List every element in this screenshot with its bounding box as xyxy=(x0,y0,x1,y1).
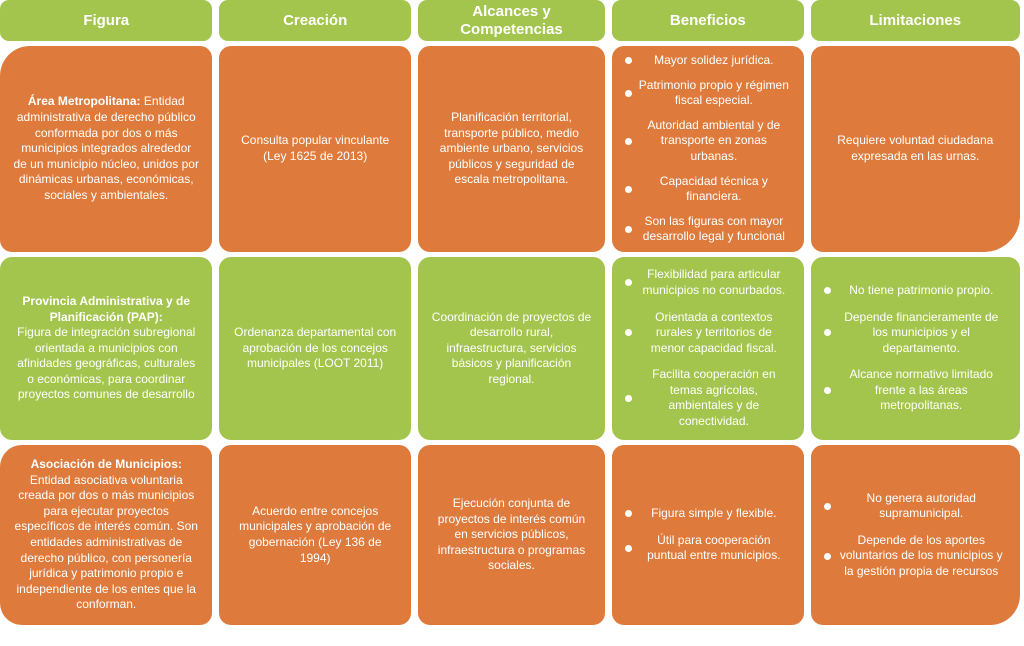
bullet-icon xyxy=(823,552,831,560)
figura-title: Área Metropolitana: xyxy=(27,94,141,109)
creacion-text: Ordenanza departamental con aprobación d… xyxy=(234,325,397,371)
bullet-icon xyxy=(625,225,633,233)
cell-asociacion-creacion: Acuerdo entre concejos municipales y apr… xyxy=(219,445,411,625)
limitaciones-text: Requiere voluntad ciudadana expresada en… xyxy=(837,133,994,163)
beneficios-list: Flexibilidad para articular municipios n… xyxy=(625,265,790,432)
cell-pap-limitaciones: No tiene patrimonio propio. Depende fina… xyxy=(810,257,1020,440)
bullet-icon xyxy=(625,510,633,518)
cell-asociacion-figura: Asociación de Municipios: Entidad asociat… xyxy=(0,445,213,625)
list-item: Autoridad ambiental y de transporte en z… xyxy=(625,118,790,165)
cell-pap-creacion: Ordenanza departamental con aprobación d… xyxy=(219,257,411,440)
bullet-icon xyxy=(625,185,633,193)
list-item: Facilita cooperación en temas agrícolas,… xyxy=(625,367,790,429)
list-item: Depende financieramente de los municipio… xyxy=(823,310,1007,357)
list-item: Son las figuras con mayor desarrollo leg… xyxy=(625,214,790,245)
cell-area-metropolitana-creacion: Consulta popular vinculante (Ley 1625 de… xyxy=(219,46,411,252)
list-item: No genera autoridad supramunicipal. xyxy=(823,491,1007,522)
figura-description: Provincia Administrativa y de Planificac… xyxy=(13,294,199,403)
cell-asociacion-beneficios: Figura simple y flexible. Útil para coop… xyxy=(612,445,804,625)
column-header-limitaciones: Limitaciones xyxy=(810,0,1020,41)
figura-title: Provincia Administrativa y de Planificac… xyxy=(22,293,191,324)
bullet-icon xyxy=(823,329,831,337)
creacion-text: Acuerdo entre concejos municipales y apr… xyxy=(239,503,392,565)
list-item: No tiene patrimonio propio. xyxy=(823,283,1007,299)
beneficios-list: Figura simple y flexible. Útil para coop… xyxy=(625,453,790,617)
cell-asociacion-alcances: Ejecución conjunta de proyectos de inter… xyxy=(417,445,606,625)
bullet-icon xyxy=(625,279,633,287)
bullet-icon xyxy=(625,137,633,145)
bullet-icon xyxy=(625,329,633,337)
cell-area-metropolitana-limitaciones: Requiere voluntad ciudadana expresada en… xyxy=(810,46,1020,252)
alcances-text: Ejecución conjunta de proyectos de inter… xyxy=(437,496,586,573)
bullet-icon xyxy=(823,502,831,510)
bullet-icon xyxy=(625,89,633,97)
comparison-table: Figura Creación Alcances y Competencias … xyxy=(0,0,1020,625)
limitaciones-list: No tiene patrimonio propio. Depende fina… xyxy=(823,265,1007,432)
list-item: Flexibilidad para articular municipios n… xyxy=(625,267,790,298)
cell-area-metropolitana-beneficios: Mayor solidez jurídica. Patrimonio propi… xyxy=(612,46,804,252)
cell-pap-alcances: Coordinación de proyectos de desarrollo … xyxy=(417,257,606,440)
list-item: Mayor solidez jurídica. xyxy=(625,53,790,69)
list-item: Alcance normativo limitado frente a las … xyxy=(823,367,1007,414)
column-header-alcances-competencias: Alcances y Competencias xyxy=(417,0,606,41)
creacion-text: Consulta popular vinculante (Ley 1625 de… xyxy=(241,133,390,163)
limitaciones-list: No genera autoridad supramunicipal. Depe… xyxy=(823,453,1007,617)
list-item: Orientada a contextos rurales y territor… xyxy=(625,310,790,357)
list-item: Depende de los aportes voluntarios de lo… xyxy=(823,533,1007,580)
cell-area-metropolitana-figura: Área Metropolitana: Entidad administrati… xyxy=(0,46,213,252)
bullet-icon xyxy=(625,394,633,402)
bullet-icon xyxy=(625,57,633,65)
column-header-figura: Figura xyxy=(0,0,213,41)
cell-pap-beneficios: Flexibilidad para articular municipios n… xyxy=(612,257,804,440)
cell-pap-figura: Provincia Administrativa y de Planificac… xyxy=(0,257,213,440)
bullet-icon xyxy=(823,387,831,395)
figura-description: Área Metropolitana: Entidad administrati… xyxy=(13,94,199,202)
bullet-icon xyxy=(625,544,633,552)
list-item: Capacidad técnica y financiera. xyxy=(625,174,790,205)
list-item: Patrimonio propio y régimen fiscal espec… xyxy=(625,78,790,109)
beneficios-list: Mayor solidez jurídica. Patrimonio propi… xyxy=(625,53,790,245)
cell-asociacion-limitaciones: No genera autoridad supramunicipal. Depe… xyxy=(810,445,1020,625)
column-header-beneficios: Beneficios xyxy=(612,0,804,41)
list-item: Figura simple y flexible. xyxy=(625,506,790,522)
figura-title: Asociación de Municipios: xyxy=(30,457,182,472)
column-header-creacion: Creación xyxy=(219,0,411,41)
list-item: Útil para cooperación puntual entre muni… xyxy=(625,533,790,564)
alcances-text: Coordinación de proyectos de desarrollo … xyxy=(431,309,592,386)
figura-description: Asociación de Municipios: Entidad asociat… xyxy=(14,457,198,612)
cell-area-metropolitana-alcances: Planificación territorial, transporte pú… xyxy=(417,46,606,252)
alcances-text: Planificación territorial, transporte pú… xyxy=(439,110,584,187)
bullet-icon xyxy=(823,287,831,295)
